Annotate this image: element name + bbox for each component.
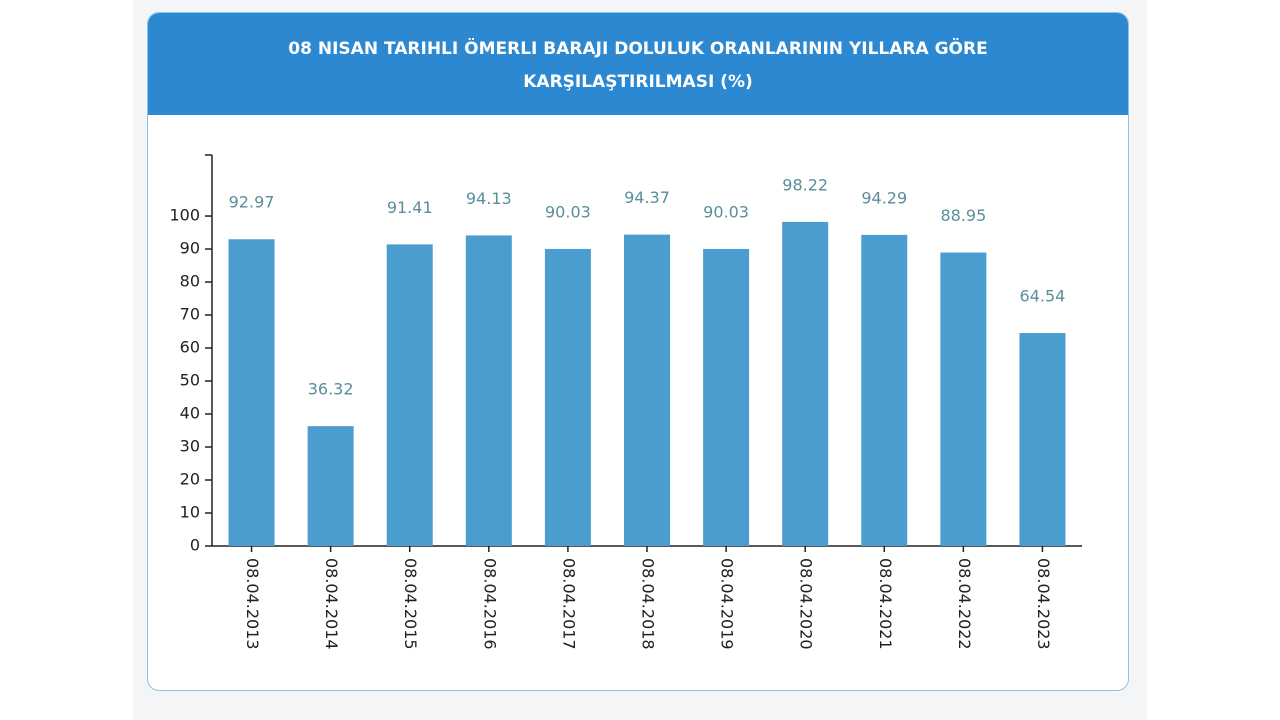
y-tick-label: 10: [180, 503, 200, 522]
bar: [940, 252, 987, 546]
y-tick-label: 100: [169, 206, 200, 225]
bar: [703, 248, 750, 547]
x-tick-label: 08.04.2014: [322, 558, 341, 650]
x-tick-label: 08.04.2018: [639, 558, 658, 650]
bar: [386, 244, 433, 547]
bar: [228, 239, 275, 546]
value-label: 94.29: [861, 188, 907, 207]
value-label: 90.03: [703, 202, 749, 221]
bar: [861, 234, 908, 546]
x-tick-label: 08.04.2013: [243, 558, 262, 650]
y-tick-label: 50: [180, 371, 200, 390]
bar: [624, 234, 670, 546]
value-label: 94.13: [466, 189, 512, 208]
bar: [1019, 333, 1066, 546]
value-label: 98.22: [782, 175, 828, 194]
chart-title: 08 NISAN TARIHLI ÖMERLI BARAJI DOLULUK O…: [288, 39, 988, 92]
y-tick-label: 70: [180, 305, 200, 324]
x-tick-label: 08.04.2015: [401, 558, 420, 650]
y-tick-label: 30: [180, 437, 200, 456]
x-tick-label: 08.04.2016: [480, 558, 499, 650]
y-tick-label: 20: [180, 470, 200, 489]
value-label: 90.03: [545, 202, 591, 221]
value-label: 36.32: [308, 380, 354, 399]
y-tick-label: 90: [180, 239, 200, 258]
x-tick-label: 08.04.2019: [718, 558, 737, 650]
y-tick-label: 60: [180, 338, 200, 357]
x-tick-label: 08.04.2020: [797, 558, 816, 650]
value-label: 64.54: [1020, 287, 1066, 306]
bar: [782, 221, 829, 546]
value-label: 91.41: [387, 198, 433, 217]
x-tick-label: 08.04.2023: [1034, 558, 1053, 650]
value-label: 92.97: [229, 193, 275, 212]
x-tick-label: 08.04.2021: [876, 558, 895, 650]
value-label: 94.37: [624, 188, 670, 207]
y-tick-label: 40: [180, 404, 200, 423]
y-tick-label: 80: [180, 272, 200, 291]
bar: [307, 426, 354, 546]
x-tick-label: 08.04.2017: [559, 558, 578, 650]
bar: [544, 248, 591, 547]
header: 08 NISAN TARIHLI ÖMERLI BARAJI DOLULUK O…: [148, 13, 1128, 115]
value-label: 88.95: [940, 206, 986, 225]
x-tick-label: 08.04.2022: [955, 558, 974, 650]
y-tick-label: 0: [190, 536, 200, 555]
bar: [465, 235, 512, 547]
